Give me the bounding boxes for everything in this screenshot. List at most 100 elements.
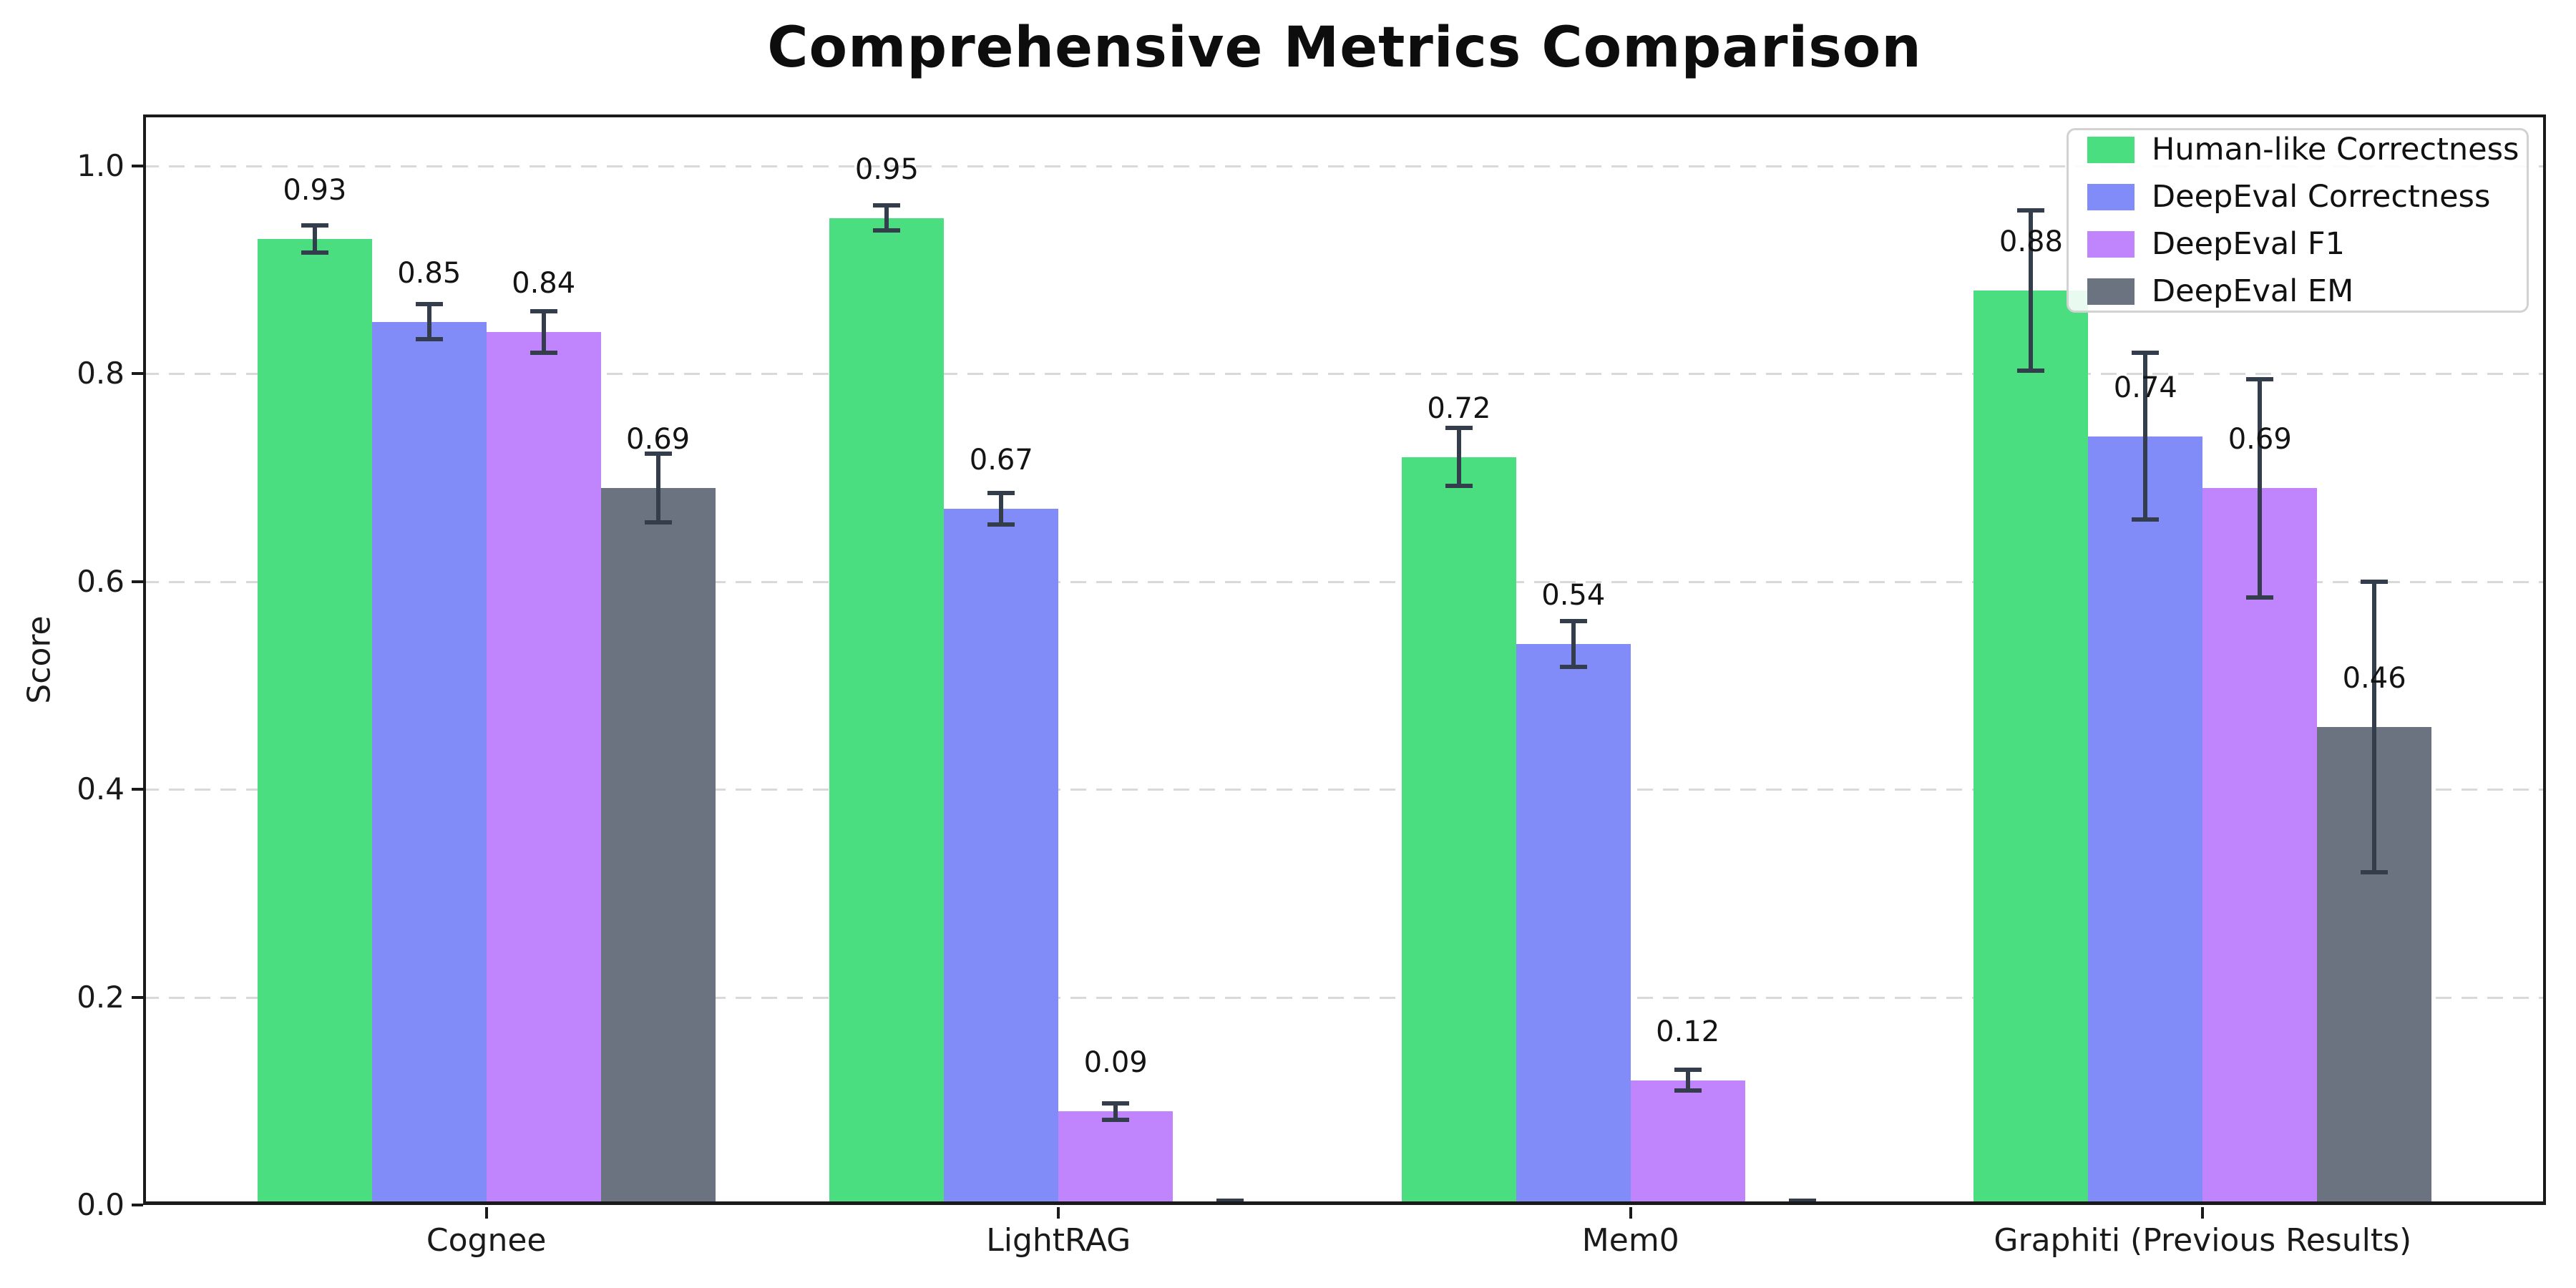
bar-deepeval-correctness-mem0	[1516, 643, 1631, 1205]
bar-deepeval-f1-cognee	[486, 332, 601, 1205]
error-bar	[999, 493, 1004, 525]
y-axis-tick	[132, 372, 143, 376]
legend-item-deepeval-em: DeepEval EM	[2087, 273, 2508, 309]
error-bar-cap-top	[1559, 618, 1587, 623]
legend-label: Human-like Correctness	[2152, 131, 2519, 167]
legend-swatch	[2087, 230, 2135, 258]
y-axis-tick-label: 0.0	[77, 1187, 125, 1222]
y-axis-label: Score	[21, 615, 58, 704]
error-bar	[2372, 581, 2377, 873]
bar-value-label: 0.54	[1541, 578, 1606, 612]
x-axis-tick	[2201, 1207, 2205, 1219]
y-axis-tick	[132, 995, 143, 999]
legend-item-deepeval-correctness: DeepEval Correctness	[2087, 178, 2508, 215]
x-axis-tick-label: Graphiti (Previous Results)	[1994, 1222, 2412, 1259]
error-bar	[884, 205, 889, 231]
y-axis-tick-label: 0.8	[77, 356, 125, 391]
bar-value-label: 0.69	[626, 423, 691, 457]
legend-swatch	[2087, 136, 2135, 163]
error-bar-cap-top	[1445, 425, 1473, 430]
bar-deepeval-f1-mem0	[1630, 1080, 1745, 1205]
error-bar-cap-bottom	[2132, 517, 2160, 522]
x-axis-tick-label: Cognee	[426, 1222, 547, 1259]
error-bar-cap-bottom	[415, 337, 443, 342]
gridline	[143, 789, 2546, 791]
bar-deepeval-correctness-cognee	[371, 321, 487, 1205]
error-bar	[1456, 427, 1461, 487]
y-axis-tick	[132, 1204, 143, 1206]
y-axis-tick-label: 0.4	[77, 771, 125, 807]
error-bar	[541, 311, 546, 353]
error-bar-cap-bottom	[2246, 595, 2274, 600]
x-axis-tick	[484, 1207, 488, 1219]
bar-value-label: 0.88	[1999, 225, 2063, 259]
bar-value-label: 0.12	[1656, 1015, 1720, 1048]
error-bar-cap-top	[873, 203, 901, 208]
error-bar-cap-top	[1674, 1068, 1702, 1073]
bar-value-label: 0.74	[2113, 371, 2177, 404]
y-axis-tick-label: 1.0	[77, 148, 125, 183]
error-bar	[655, 454, 660, 523]
error-bar-cap-bottom	[873, 228, 901, 233]
bar-human-like-correctness-lightrag	[829, 218, 945, 1205]
y-axis-tick-label: 0.2	[77, 979, 125, 1015]
x-axis-tick	[1057, 1207, 1060, 1219]
error-bar-cap-bottom	[987, 522, 1015, 527]
legend-swatch	[2087, 183, 2135, 210]
error-bar-cap-bottom	[530, 351, 557, 356]
chart-title: Comprehensive Metrics Comparison	[767, 16, 1922, 80]
x-axis-tick	[1629, 1207, 1632, 1219]
bar-value-label: 0.72	[1427, 391, 1491, 425]
bar-deepeval-correctness-lightrag	[944, 509, 1059, 1205]
error-bar	[2029, 210, 2034, 371]
error-bar-cap-top	[987, 491, 1015, 496]
bar-value-label: 0.09	[1083, 1046, 1148, 1080]
error-bar-cap-bottom	[301, 250, 328, 255]
bar-deepeval-correctness-graphiti-previous-results-	[2088, 436, 2203, 1205]
error-bar-cap-bottom	[1216, 1201, 1244, 1205]
bar-value-label: 0.46	[2342, 662, 2406, 696]
error-bar-cap-top	[2361, 579, 2389, 584]
bar-deepeval-em-cognee	[600, 488, 716, 1205]
error-bar-cap-top	[415, 302, 443, 307]
bar-deepeval-f1-lightrag	[1058, 1111, 1174, 1205]
gridline	[143, 580, 2546, 583]
legend-label: DeepEval Correctness	[2152, 178, 2491, 215]
bar-human-like-correctness-cognee	[257, 238, 372, 1205]
bar-human-like-correctness-mem0	[1401, 457, 1516, 1205]
y-axis-tick	[132, 165, 143, 167]
error-bar-cap-top	[2246, 376, 2274, 381]
error-bar	[426, 304, 431, 340]
legend-label: DeepEval F1	[2152, 225, 2345, 262]
y-axis-tick	[132, 580, 143, 583]
error-bar-cap-top	[530, 309, 557, 314]
y-axis-tick	[132, 788, 143, 791]
error-bar-cap-bottom	[1788, 1201, 1816, 1205]
legend-swatch	[2087, 278, 2135, 305]
legend-item-deepeval-f1: DeepEval F1	[2087, 225, 2508, 262]
error-bar	[1571, 620, 1576, 667]
bar-value-label: 0.84	[512, 267, 576, 301]
legend: Human-like Correctness DeepEval Correctne…	[2067, 128, 2529, 313]
bar-deepeval-f1-graphiti-previous-results-	[2202, 488, 2318, 1205]
gridline	[143, 165, 2546, 167]
bar-value-label: 0.85	[397, 256, 462, 290]
error-bar	[312, 225, 317, 253]
error-bar-cap-top	[2017, 208, 2045, 213]
error-bar-cap-top	[1102, 1101, 1130, 1106]
legend-item-human-like-correctness: Human-like Correctness	[2087, 134, 2519, 165]
bar-value-label: 0.93	[283, 173, 347, 207]
x-axis-tick-label: Mem0	[1581, 1222, 1679, 1259]
y-axis-tick-label: 0.6	[77, 563, 125, 599]
error-bar-cap-bottom	[1674, 1088, 1702, 1093]
gridline	[143, 996, 2546, 999]
error-bar-cap-bottom	[1102, 1117, 1130, 1122]
legend-label: DeepEval EM	[2152, 273, 2354, 309]
error-bar-cap-bottom	[1445, 484, 1473, 489]
error-bar-cap-top	[301, 223, 328, 228]
error-bar-cap-bottom	[644, 520, 672, 525]
bar-value-label: 0.67	[969, 444, 1033, 477]
error-bar	[1113, 1103, 1118, 1120]
error-bar	[2258, 379, 2263, 597]
